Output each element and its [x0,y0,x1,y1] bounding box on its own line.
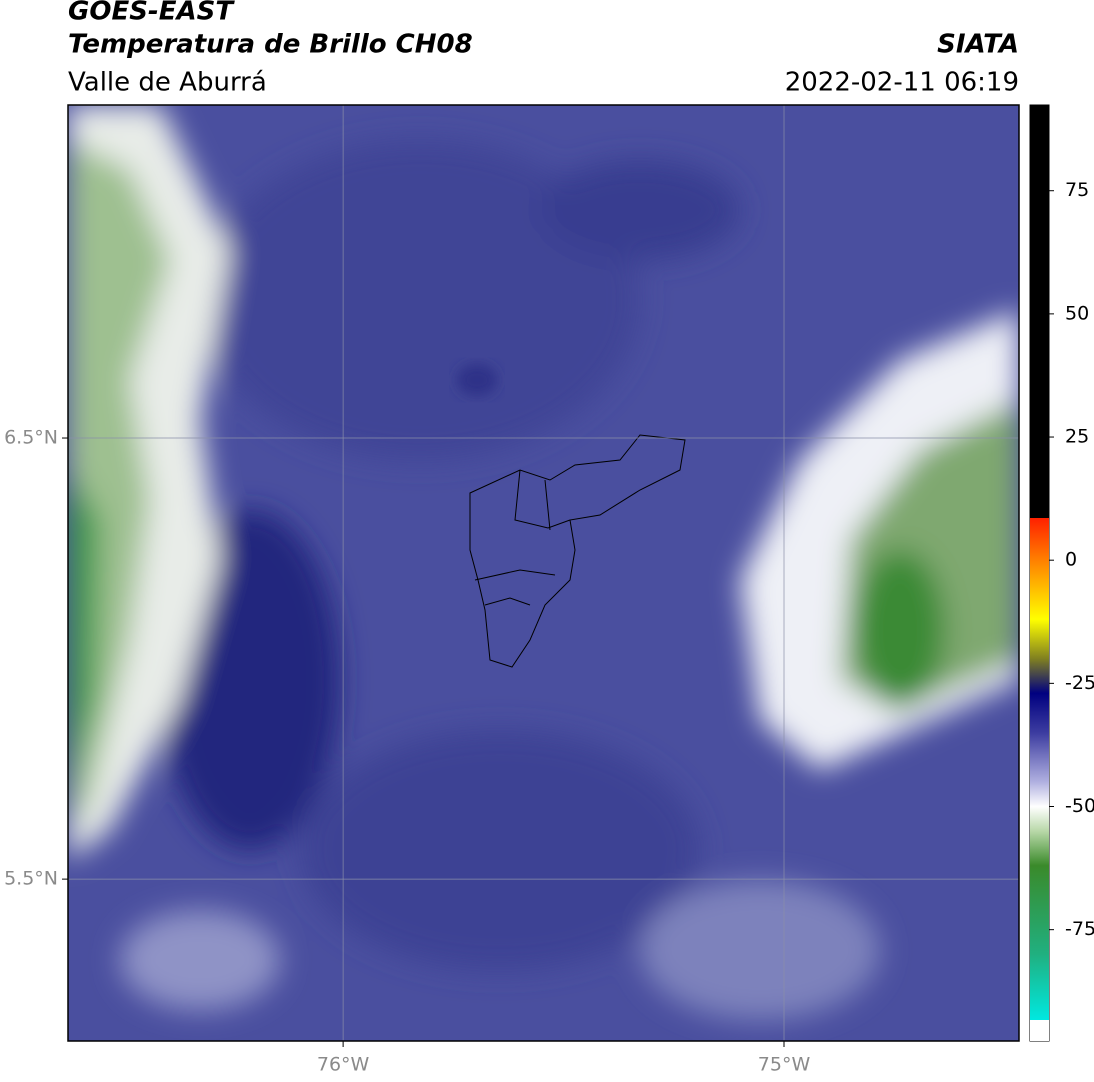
y-tick-label: 6.5°N [4,427,58,449]
imagery [68,105,1019,1041]
colorbar-tick-label: 0 [1065,549,1077,571]
colorbar-tick-label: -50 [1065,795,1094,817]
colorbar-tick-label: -25 [1065,672,1094,694]
y-tick-label: 5.5°N [4,868,58,890]
colorbar-tick-label: -75 [1065,918,1094,940]
colorbar [1030,105,1049,1041]
title: Temperatura de Brillo CH08 [68,30,473,60]
region: Valle de Aburrá [68,68,267,98]
x-tick-label: 75°W [758,1054,811,1076]
map-frame [67,104,1020,1042]
x-tick-label: 76°W [317,1054,370,1076]
colorbar-tick-label: 50 [1065,302,1089,324]
basin-outline [469,434,686,668]
colorbar-tick-label: 25 [1065,426,1089,448]
colorbar-tick-label: 75 [1065,179,1089,201]
source: GOES-EAST [68,0,235,27]
datetime: 2022-02-11 06:19 [785,68,1019,98]
agency: SIATA [937,30,1019,60]
grid [68,105,1019,1041]
